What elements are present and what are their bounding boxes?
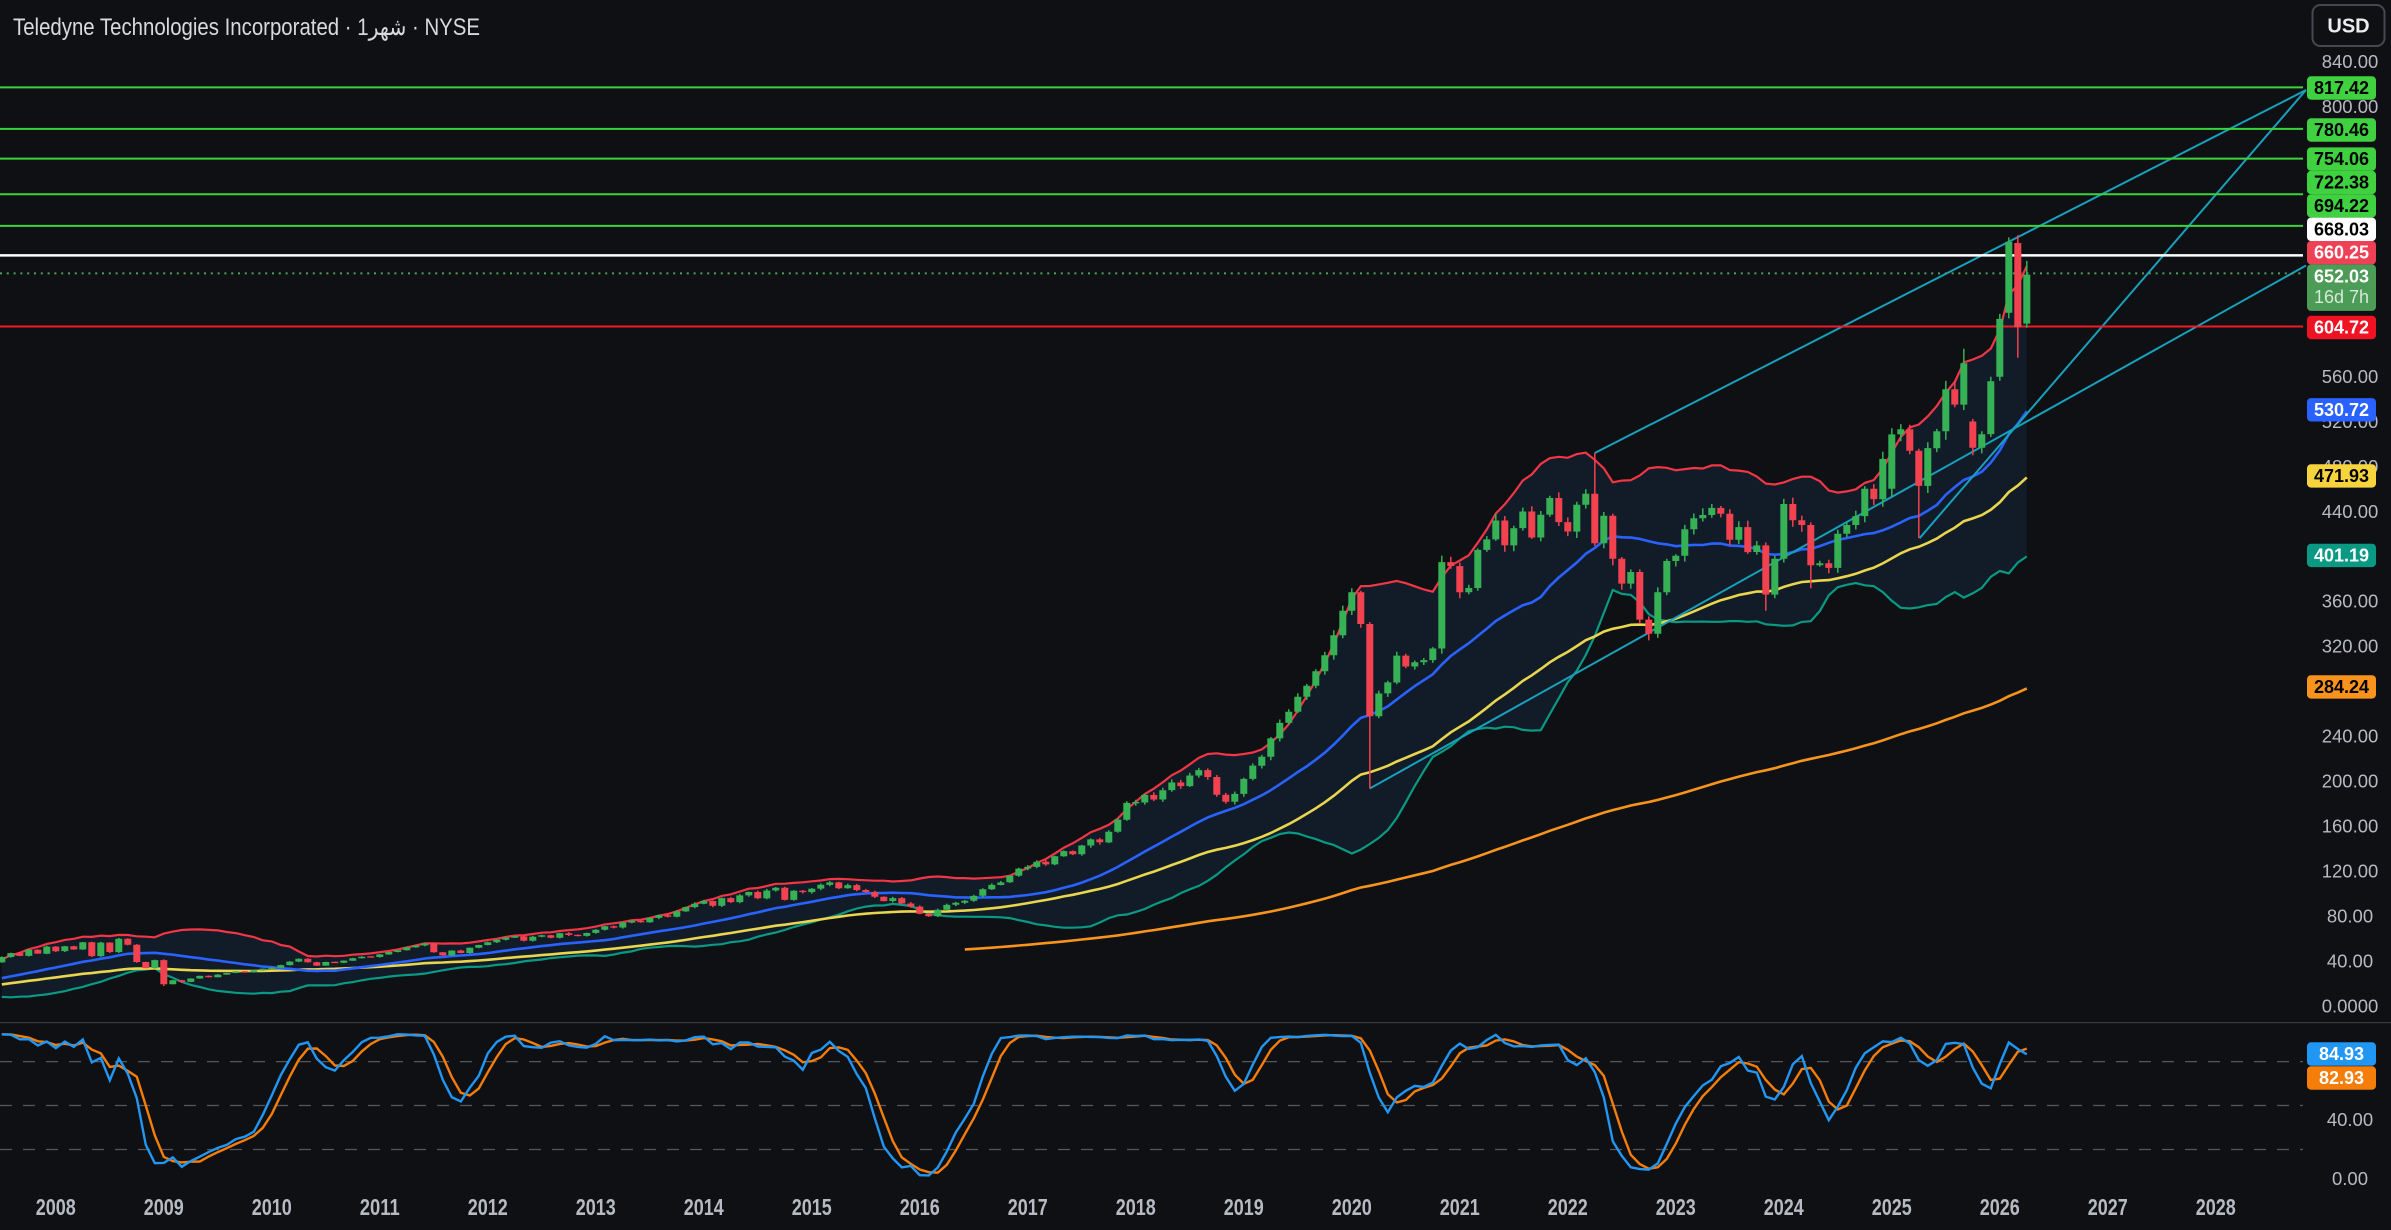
svg-text:2016: 2016	[900, 1194, 940, 1220]
svg-text:817.42: 817.42	[2314, 78, 2369, 98]
svg-text:471.93: 471.93	[2314, 466, 2369, 486]
svg-text:530.72: 530.72	[2314, 400, 2369, 420]
svg-text:Teledyne Technologies Incorpor: Teledyne Technologies Incorporated · 1شه…	[13, 14, 480, 41]
svg-text:780.46: 780.46	[2314, 120, 2369, 140]
svg-text:16d 7h: 16d 7h	[2314, 287, 2369, 307]
svg-text:240.00: 240.00	[2322, 726, 2379, 747]
svg-text:160.00: 160.00	[2322, 816, 2379, 837]
svg-text:2022: 2022	[1548, 1194, 1588, 1220]
svg-text:284.24: 284.24	[2314, 677, 2369, 697]
svg-text:604.72: 604.72	[2314, 318, 2369, 338]
svg-text:0.0000: 0.0000	[2322, 996, 2379, 1017]
svg-text:0.00: 0.00	[2332, 1168, 2368, 1189]
svg-text:2027: 2027	[2088, 1194, 2128, 1220]
svg-text:2015: 2015	[792, 1194, 832, 1220]
svg-text:840.00: 840.00	[2322, 51, 2379, 72]
svg-text:40.00: 40.00	[2327, 951, 2373, 972]
svg-text:2023: 2023	[1656, 1194, 1696, 1220]
svg-text:2024: 2024	[1764, 1194, 1804, 1220]
svg-text:800.00: 800.00	[2322, 96, 2379, 117]
svg-text:2014: 2014	[684, 1194, 724, 1220]
svg-text:722.38: 722.38	[2314, 173, 2369, 193]
svg-text:2025: 2025	[1872, 1194, 1912, 1220]
svg-text:2011: 2011	[360, 1194, 400, 1220]
svg-text:2017: 2017	[1008, 1194, 1048, 1220]
svg-text:2013: 2013	[576, 1194, 616, 1220]
svg-text:2021: 2021	[1440, 1194, 1480, 1220]
svg-text:652.03: 652.03	[2314, 266, 2369, 286]
svg-text:320.00: 320.00	[2322, 636, 2379, 657]
svg-text:USD: USD	[2327, 16, 2369, 38]
svg-text:754.06: 754.06	[2314, 149, 2369, 169]
svg-text:668.03: 668.03	[2314, 219, 2369, 239]
svg-text:80.00: 80.00	[2327, 906, 2373, 927]
svg-text:40.00: 40.00	[2327, 1109, 2373, 1130]
svg-text:84.93: 84.93	[2319, 1044, 2364, 1064]
svg-text:2019: 2019	[1224, 1194, 1264, 1220]
svg-text:2020: 2020	[1332, 1194, 1372, 1220]
svg-text:2018: 2018	[1116, 1194, 1156, 1220]
svg-text:660.25: 660.25	[2314, 243, 2369, 263]
svg-text:120.00: 120.00	[2322, 861, 2379, 882]
svg-text:2008: 2008	[36, 1194, 76, 1220]
svg-text:401.19: 401.19	[2314, 545, 2369, 565]
svg-text:2012: 2012	[468, 1194, 508, 1220]
svg-text:2010: 2010	[252, 1194, 292, 1220]
svg-text:2028: 2028	[2196, 1194, 2236, 1220]
svg-text:360.00: 360.00	[2322, 591, 2379, 612]
svg-text:560.00: 560.00	[2322, 366, 2379, 387]
svg-text:2026: 2026	[1980, 1194, 2020, 1220]
svg-text:2009: 2009	[144, 1194, 184, 1220]
svg-text:200.00: 200.00	[2322, 771, 2379, 792]
svg-text:694.22: 694.22	[2314, 196, 2369, 216]
svg-text:440.00: 440.00	[2322, 501, 2379, 522]
svg-text:82.93: 82.93	[2319, 1068, 2364, 1088]
